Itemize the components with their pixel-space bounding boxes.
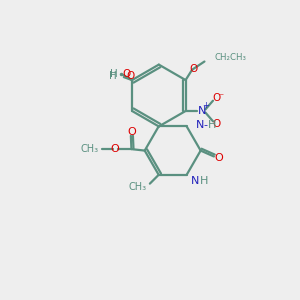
Text: CH₃: CH₃: [80, 143, 98, 154]
Text: CH₂CH₃: CH₂CH₃: [215, 53, 247, 62]
Text: O: O: [212, 119, 220, 129]
Text: H: H: [109, 71, 117, 81]
Text: -: -: [204, 120, 208, 130]
Text: N: N: [198, 106, 207, 116]
Text: H: H: [208, 120, 216, 130]
Text: H: H: [110, 69, 117, 79]
Text: O: O: [127, 127, 136, 137]
Text: O: O: [215, 153, 224, 163]
Text: O: O: [127, 71, 135, 81]
Text: O: O: [190, 64, 198, 74]
Text: O: O: [111, 143, 119, 154]
Text: +: +: [202, 100, 209, 109]
Text: O: O: [212, 93, 220, 103]
Text: H: H: [200, 176, 208, 186]
Text: ⁻: ⁻: [218, 92, 224, 102]
Text: O: O: [123, 69, 131, 79]
Text: N: N: [196, 120, 204, 130]
Text: N: N: [191, 176, 200, 186]
Text: CH₃: CH₃: [128, 182, 146, 192]
